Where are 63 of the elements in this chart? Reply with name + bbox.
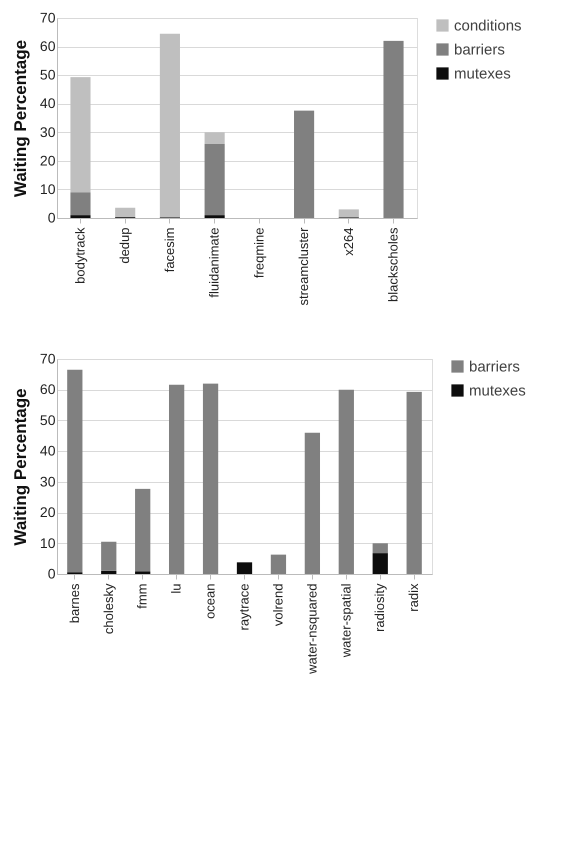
y-tick-label: 40 — [40, 442, 56, 459]
x-tick-label: fluidanimate — [206, 228, 222, 298]
y-tick-label: 70 — [40, 350, 56, 366]
bar — [101, 570, 116, 574]
legend-label: barriers — [454, 42, 505, 58]
bar — [304, 432, 320, 574]
y-tick-label: 20 — [40, 504, 56, 520]
bar — [338, 390, 354, 574]
y-tick-label: 30 — [40, 473, 56, 490]
bar — [135, 488, 150, 572]
legend-label: mutexes — [454, 66, 511, 82]
x-tick-label: radiosity — [372, 583, 388, 632]
x-tick-label: volrend — [270, 584, 286, 626]
y-tick-label: 60 — [40, 38, 56, 54]
bar — [372, 553, 388, 574]
x-tick-label: lu — [168, 584, 184, 594]
legend-label: conditions — [454, 18, 522, 34]
bar — [70, 192, 91, 216]
legend-label: barriers — [469, 358, 520, 376]
x-tick-label: dedup — [117, 228, 132, 264]
y-tick-label: 10 — [40, 180, 56, 197]
y-axis-title: Waiting Percentage — [10, 388, 30, 546]
x-tick-label: water-spatial — [338, 583, 354, 658]
y-tick-label: 10 — [40, 534, 56, 551]
bar — [270, 554, 286, 574]
y-tick-label: 70 — [40, 10, 56, 26]
x-tick-label: water-nsquared — [304, 584, 320, 675]
bar — [204, 132, 225, 144]
x-tick-label: fmm — [134, 584, 150, 609]
bar — [204, 144, 225, 216]
bar — [202, 384, 218, 574]
x-tick-label: freqmine — [251, 228, 266, 278]
legend-label: mutexes — [469, 382, 526, 400]
y-tick-label: 30 — [40, 124, 56, 140]
y-tick-label: 50 — [40, 66, 56, 83]
y-tick-label: 60 — [40, 381, 56, 398]
x-tick-label: bodytrack — [72, 227, 88, 284]
x-tick-label: x264 — [340, 228, 356, 256]
bar — [406, 392, 422, 574]
y-tick-label: 40 — [40, 95, 56, 112]
bar — [204, 215, 225, 218]
bar — [372, 543, 388, 554]
x-tick-label: facesim — [162, 228, 177, 272]
bar — [70, 77, 91, 192]
bar — [70, 215, 91, 218]
bar — [101, 542, 116, 571]
x-tick-label: cholesky — [100, 583, 116, 634]
x-tick-label: streamcluster — [296, 226, 312, 306]
bar — [67, 370, 82, 572]
bar — [294, 110, 314, 218]
bar — [383, 40, 404, 218]
y-tick-label: 50 — [40, 412, 56, 428]
bar — [236, 562, 252, 574]
y-tick-label: 0 — [48, 566, 56, 582]
y-axis-title: Waiting Percentage — [10, 40, 30, 198]
bar — [168, 384, 184, 574]
y-tick-label: 20 — [40, 152, 56, 168]
x-tick-label: raytrace — [236, 584, 252, 630]
x-tick-label: radix — [406, 583, 422, 612]
x-tick-label: blackscholes — [386, 227, 401, 302]
x-tick-label: ocean — [202, 584, 218, 619]
x-tick-label: barnes — [66, 583, 82, 624]
y-tick-label: 0 — [48, 210, 56, 226]
